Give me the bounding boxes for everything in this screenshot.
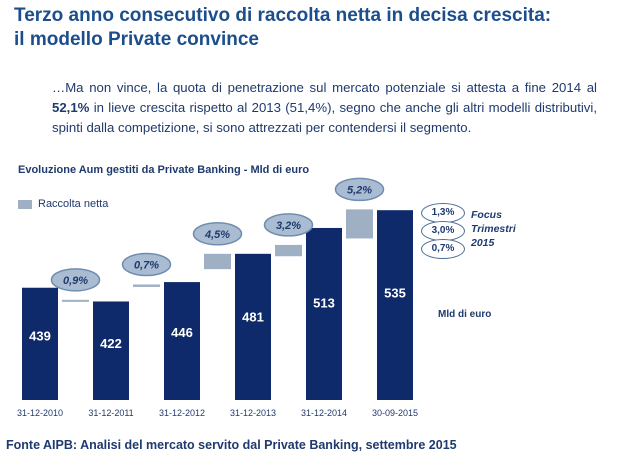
growth-label-2: 4,5% (204, 229, 230, 241)
inflow-step-0 (62, 299, 89, 302)
focus-label-line-2: Trimestri (471, 223, 516, 235)
focus-q3-bubble: 0,7% (421, 239, 465, 259)
intro-paragraph: …Ma non vince, la quota di penetrazione … (52, 78, 597, 138)
bar-value-label-0: 439 (29, 328, 51, 343)
growth-bubble-0 (50, 268, 101, 292)
focus-q1-bubble: 1,3% (421, 203, 465, 223)
bar-value-label-3: 481 (242, 310, 264, 325)
title-line-2: il modello Private convince (14, 29, 259, 50)
growth-label-1: 0,7% (134, 260, 159, 272)
growth-label-0: 0,9% (63, 275, 88, 287)
title-line-1: Terzo anno consecutivo di raccolta netta… (14, 5, 552, 26)
intro-text-2: in lieve crescita rispetto al 2013 (51,4… (52, 100, 597, 135)
bar-5 (377, 210, 413, 400)
x-tick-label-3: 31-12-2013 (230, 408, 276, 418)
bar-4 (306, 227, 342, 400)
bar-value-label-4: 513 (313, 295, 335, 310)
chart-legend: Raccolta netta (18, 198, 108, 210)
growth-bubble-4 (334, 177, 385, 202)
growth-bubble-3 (263, 213, 314, 237)
inflow-step-3 (275, 244, 302, 257)
bar-value-label-2: 446 (171, 325, 193, 340)
page-title: Terzo anno consecutivo di raccolta netta… (14, 4, 614, 52)
intro-highlight: 52,1% (52, 100, 90, 115)
growth-label-4: 5,2% (347, 184, 372, 196)
growth-bubble-2 (192, 222, 243, 246)
x-tick-label-1: 31-12-2011 (88, 408, 133, 418)
growth-label-3: 3,2% (276, 220, 301, 232)
bar-3 (235, 253, 271, 400)
bar-value-label-1: 422 (100, 336, 122, 351)
focus-label-line-3: 2015 (471, 237, 495, 249)
focus-label-line-1: Focus (471, 209, 502, 221)
legend-label: Raccolta netta (38, 198, 109, 210)
source-note: Fonte AIPB: Analisi del mercato servito … (6, 438, 457, 452)
inflow-step-2 (204, 253, 231, 270)
chart-title: Evoluzione Aum gestiti da Private Bankin… (18, 164, 310, 176)
x-tick-label-4: 31-12-2014 (301, 408, 347, 418)
inflow-step-1 (133, 284, 160, 287)
x-tick-label-2: 31-12-2012 (159, 408, 205, 418)
bar-value-label-5: 535 (384, 286, 406, 301)
inflow-step-4 (346, 209, 373, 239)
legend-swatch-raccolta (18, 199, 32, 209)
focus-label: Focus Trimestri 2015 (471, 208, 541, 250)
focus-q2-bubble: 3,0% (421, 221, 465, 241)
intro-text-1: …Ma non vince, la quota di penetrazione … (52, 80, 597, 95)
bar-0 (22, 287, 58, 400)
bar-1 (93, 301, 129, 400)
unit-label: Mld di euro (438, 309, 492, 320)
bar-2 (164, 282, 200, 400)
x-tick-label-0: 31-12-2010 (17, 408, 63, 418)
x-tick-label-5: 30-09-2015 (372, 408, 418, 418)
growth-bubble-1 (121, 252, 172, 277)
